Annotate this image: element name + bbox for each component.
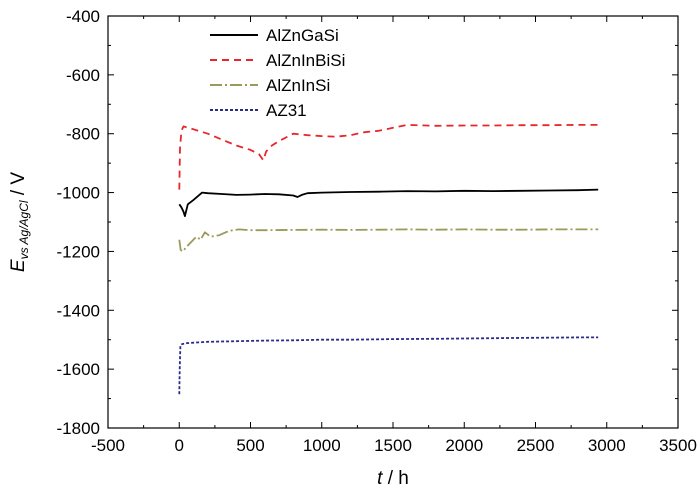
y-tick-label: -600 xyxy=(66,66,100,85)
y-tick-label: -1400 xyxy=(57,301,100,320)
legend-label: AlZnInSi xyxy=(266,76,330,95)
legend-label: AlZnInBiSi xyxy=(266,51,345,70)
y-tick-label: -1200 xyxy=(57,242,100,261)
y-tick-label: -400 xyxy=(66,7,100,26)
x-tick-label: 500 xyxy=(236,436,264,455)
y-tick-label: -1800 xyxy=(57,419,100,438)
x-tick-label: 3000 xyxy=(588,436,626,455)
x-tick-label: 1500 xyxy=(374,436,412,455)
x-tick-label: 2500 xyxy=(517,436,555,455)
series-line-alzngasi xyxy=(178,188,599,218)
series-line-alzninsi xyxy=(178,228,599,253)
x-tick-label: 2000 xyxy=(445,436,483,455)
y-tick-label: -800 xyxy=(66,125,100,144)
y-tick-label: -1000 xyxy=(57,184,100,203)
y-axis-label: Evs Ag/AgCl / V xyxy=(8,172,31,272)
tick-marks: -500 0 500 1000 1500 2000 2500 3000 3500 -1800 -16… xyxy=(57,7,697,455)
x-tick-label: 3500 xyxy=(659,436,697,455)
legend-label: AlZnGaSi xyxy=(266,26,339,45)
x-axis-label: t / h xyxy=(377,468,409,489)
series-line-az31 xyxy=(178,336,599,395)
x-tick-label: 1000 xyxy=(303,436,341,455)
plot-frame xyxy=(107,15,679,429)
legend: AlZnGaSi AlZnInBiSi AlZnInSi AZ31 xyxy=(210,26,345,120)
series-line-alzninbisi xyxy=(178,124,599,190)
legend-label: AZ31 xyxy=(266,101,307,120)
y-tick-label: -1600 xyxy=(57,360,100,379)
series-lines xyxy=(178,124,599,395)
x-tick-label: 0 xyxy=(175,436,184,455)
x-tick-label: -500 xyxy=(91,436,125,455)
